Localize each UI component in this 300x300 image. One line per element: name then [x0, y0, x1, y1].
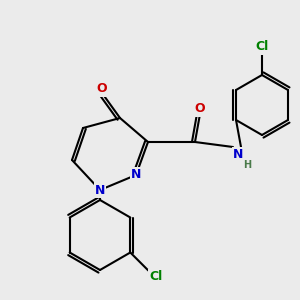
Text: Cl: Cl: [150, 270, 163, 283]
Text: N: N: [131, 169, 141, 182]
Text: O: O: [97, 82, 107, 95]
Text: N: N: [233, 148, 243, 161]
Text: H: H: [243, 160, 251, 170]
Text: N: N: [95, 184, 105, 196]
Text: O: O: [195, 103, 205, 116]
Text: Cl: Cl: [255, 40, 268, 53]
